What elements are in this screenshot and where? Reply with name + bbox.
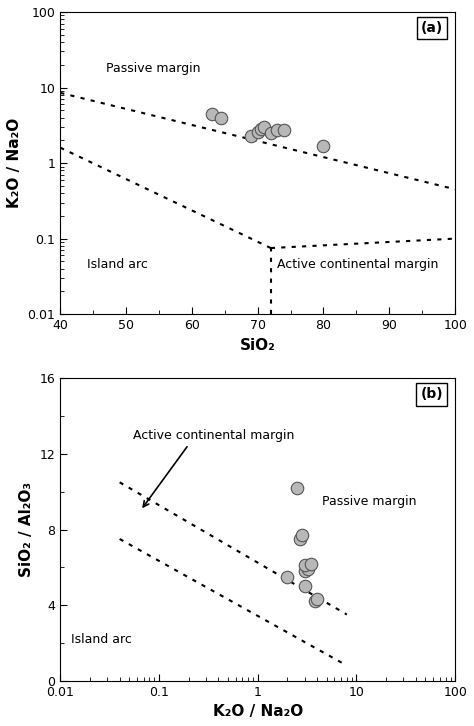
Y-axis label: SiO₂ / Al₂O₃: SiO₂ / Al₂O₃	[19, 482, 34, 577]
Point	[267, 127, 274, 139]
Text: Island arc: Island arc	[72, 632, 132, 645]
Point	[261, 121, 268, 133]
Text: Active continental margin: Active continental margin	[133, 429, 295, 442]
Text: Passive margin: Passive margin	[322, 494, 417, 507]
Point	[313, 594, 321, 605]
Point	[301, 560, 309, 571]
Point	[208, 108, 215, 120]
Point	[257, 123, 265, 135]
Point	[293, 482, 301, 494]
Y-axis label: K₂O / Na₂O: K₂O / Na₂O	[7, 118, 22, 208]
Point	[301, 580, 309, 592]
Point	[296, 533, 304, 544]
Point	[273, 125, 281, 136]
Point	[304, 563, 311, 575]
Point	[247, 130, 255, 142]
Text: Island arc: Island arc	[87, 258, 147, 272]
Text: (b): (b)	[420, 388, 443, 401]
Point	[254, 126, 262, 137]
Point	[311, 595, 319, 607]
Text: Active continental margin: Active continental margin	[277, 258, 439, 272]
Text: (a): (a)	[421, 21, 443, 35]
Point	[283, 571, 291, 582]
X-axis label: K₂O / Na₂O: K₂O / Na₂O	[212, 704, 303, 719]
Text: Passive margin: Passive margin	[106, 62, 201, 75]
X-axis label: SiO₂: SiO₂	[240, 338, 275, 353]
Point	[280, 125, 288, 136]
Point	[218, 112, 225, 123]
Point	[308, 558, 315, 569]
Point	[298, 529, 306, 541]
Point	[319, 140, 327, 152]
Point	[301, 566, 309, 577]
